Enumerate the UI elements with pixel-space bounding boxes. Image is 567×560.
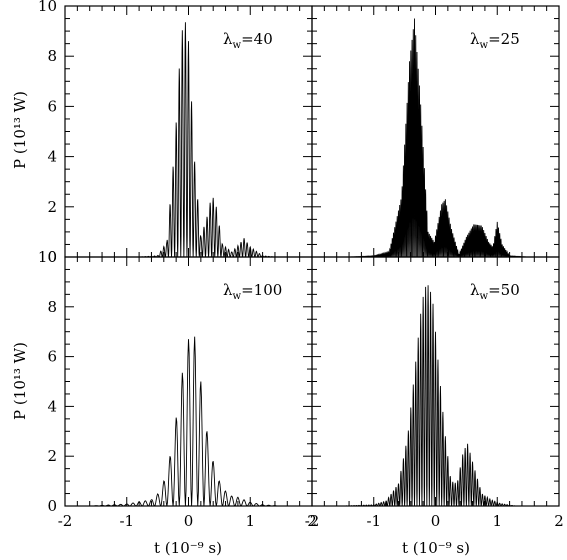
panel-label: λw=50 — [470, 281, 520, 302]
series-line — [342, 285, 516, 506]
panel-bottom-right: -2 -1 0 1 2 λw=50 — [305, 256, 564, 530]
panel-top-right: λw=25 — [311, 5, 560, 258]
series-line — [89, 336, 282, 506]
panel-top-left: 0 2 4 6 8 10 λw=40 — [38, 0, 313, 266]
x-tick-label: -1 — [366, 512, 381, 530]
x-tick-label: 2 — [307, 512, 317, 530]
x-axis-labels: t (10⁻⁹ s) t (10⁻⁹ s) — [154, 539, 470, 557]
x-tick-label: -1 — [119, 512, 134, 530]
panel-bottom-left: 0 2 4 6 8 10 -2 -1 0 1 2 λw=100 — [38, 248, 317, 530]
panel-label: λw=100 — [223, 281, 282, 302]
x-axis-label-left: t (10⁻⁹ s) — [154, 539, 222, 557]
y-tick-label: 6 — [47, 348, 57, 366]
y-tick-label: 10 — [38, 0, 57, 15]
y-tick-label: 0 — [47, 248, 57, 266]
panel-label: λw=25 — [470, 30, 520, 51]
series-line — [126, 22, 275, 257]
y-tick-label: 0 — [47, 497, 57, 515]
panel-frame — [311, 5, 560, 258]
y-tick-label: 4 — [47, 397, 57, 415]
x-tick-label: 0 — [184, 512, 194, 530]
y-tick-label: 8 — [47, 47, 57, 65]
series-line — [349, 18, 529, 257]
x-axis-label-right: t (10⁻⁹ s) — [402, 539, 470, 557]
y-axis-labels: P (10¹³ W) P (10¹³ W) — [11, 91, 29, 420]
x-tick-label: -2 — [58, 512, 73, 530]
panel-label: λw=40 — [223, 30, 273, 51]
y-tick-label: 2 — [47, 198, 57, 216]
y-tick-label: 10 — [38, 248, 57, 266]
y-axis-label-top: P (10¹³ W) — [11, 91, 29, 169]
y-tick-label: 4 — [47, 148, 57, 166]
x-tick-label: 1 — [492, 512, 502, 530]
x-tick-label: 2 — [554, 512, 564, 530]
x-tick-label: -2 — [305, 512, 320, 530]
y-tick-label: 2 — [47, 447, 57, 465]
x-tick-label: 0 — [431, 512, 441, 530]
y-tick-label: 6 — [47, 97, 57, 115]
y-tick-label: 8 — [47, 298, 57, 316]
y-axis-label-bottom: P (10¹³ W) — [11, 342, 29, 420]
x-tick-label: 1 — [245, 512, 255, 530]
